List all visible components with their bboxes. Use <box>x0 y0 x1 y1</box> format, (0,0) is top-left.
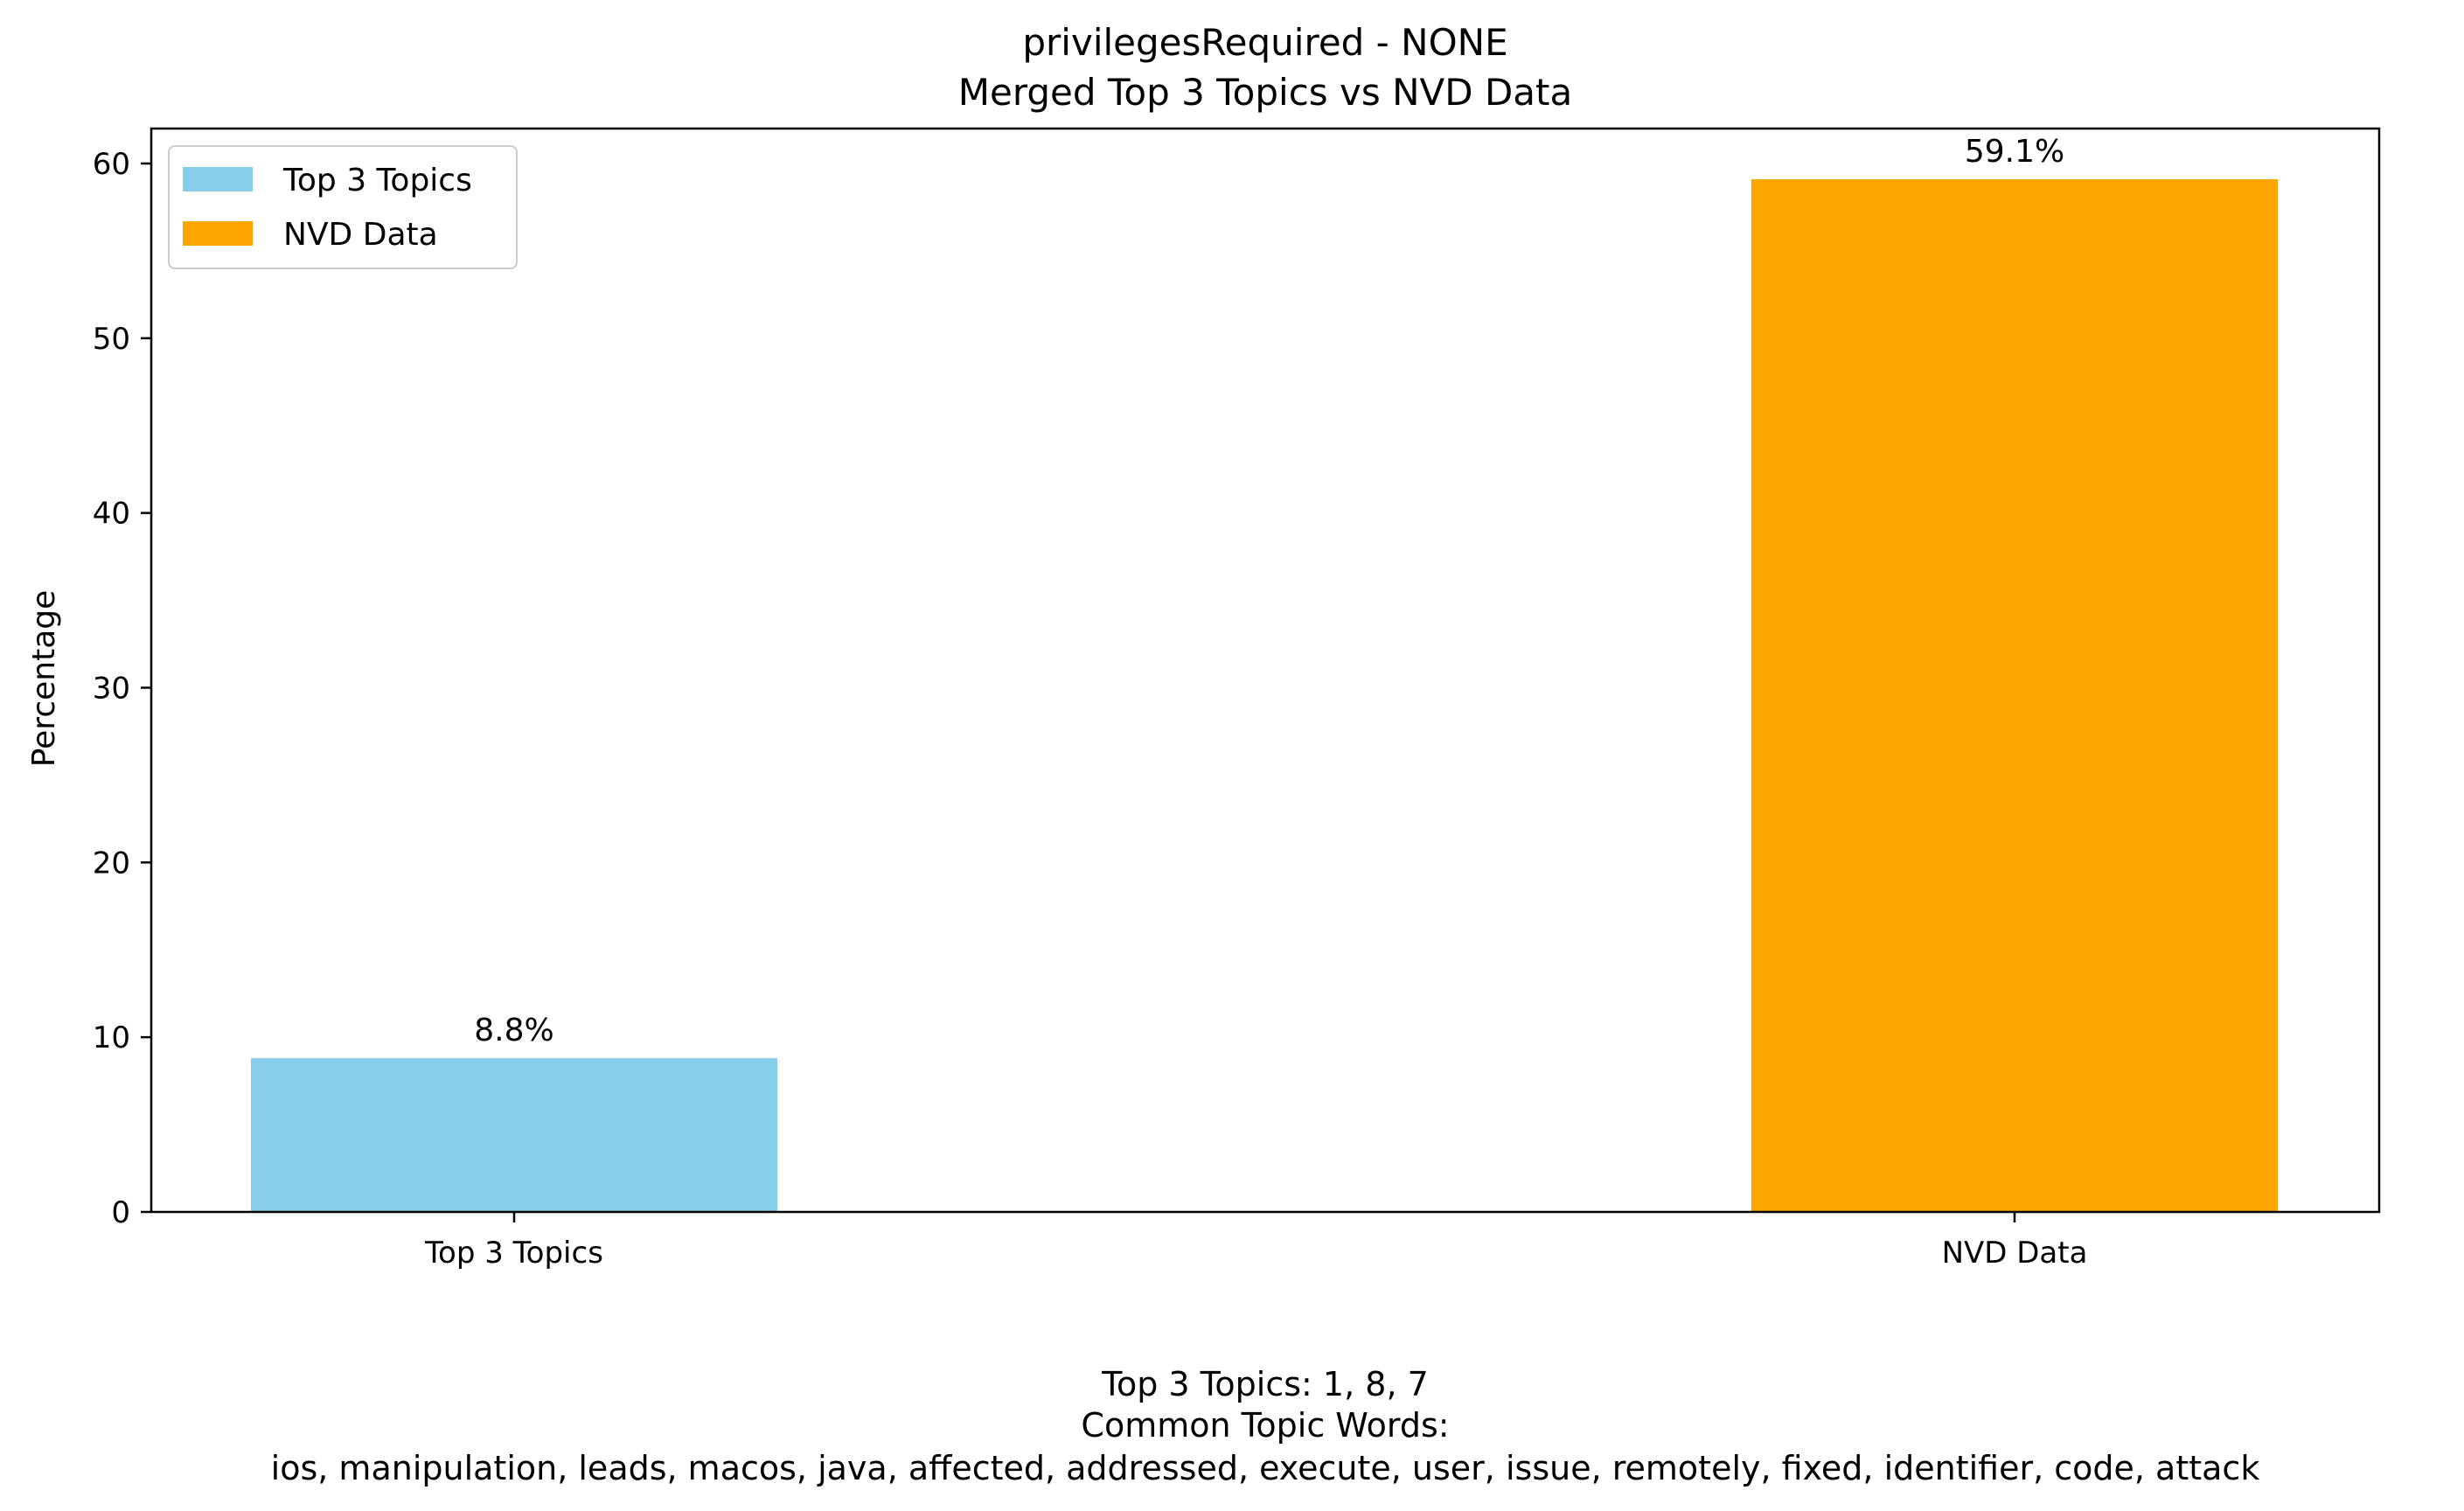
y-tick-label-60: 60 <box>93 147 130 182</box>
y-tick-label-20: 20 <box>93 846 130 881</box>
y-tick-label-30: 30 <box>93 671 130 706</box>
legend-label-nvd: NVD Data <box>283 217 438 253</box>
y-tick-label-0: 0 <box>111 1195 130 1230</box>
y-axis-label: Percentage <box>26 590 62 768</box>
footer-topics: Top 3 Topics: 1, 8, 7 <box>1101 1365 1429 1403</box>
bar-nvd-data <box>1751 178 2278 1212</box>
plot-frame <box>150 127 2381 1214</box>
y-tick-label-50: 50 <box>93 322 130 357</box>
y-tick-label-40: 40 <box>93 497 130 532</box>
legend-swatch-nvd <box>183 221 253 246</box>
legend-box <box>168 145 518 269</box>
chart-title-line2: Merged Top 3 Topics vs NVD Data <box>958 71 1573 114</box>
footer-topic-words: ios, manipulation, leads, macos, java, a… <box>271 1449 2260 1487</box>
bar-top-3-topics <box>251 1058 777 1212</box>
x-tick-label-nvd-data: NVD Data <box>1942 1236 2088 1271</box>
footer-common-words-label: Common Topic Words: <box>1081 1406 1449 1445</box>
bar-value-label-top-3-topics: 8.8% <box>474 1013 553 1048</box>
y-tick-label-10: 10 <box>93 1020 130 1055</box>
x-tick-label-top-3-topics: Top 3 Topics <box>424 1236 603 1271</box>
bar-value-label-nvd-data: 59.1% <box>1965 134 2064 170</box>
bars-layer: 8.8% 59.1% <box>251 134 2278 1212</box>
chart-title-line1: privilegesRequired - NONE <box>1022 21 1507 64</box>
legend-swatch-top3 <box>183 167 253 191</box>
legend-label-top3: Top 3 Topics <box>282 163 472 198</box>
ticks-layer: Top 3 Topics NVD Data 0 10 20 30 40 50 60 <box>93 147 2088 1271</box>
legend: Top 3 Topics NVD Data <box>168 145 518 269</box>
